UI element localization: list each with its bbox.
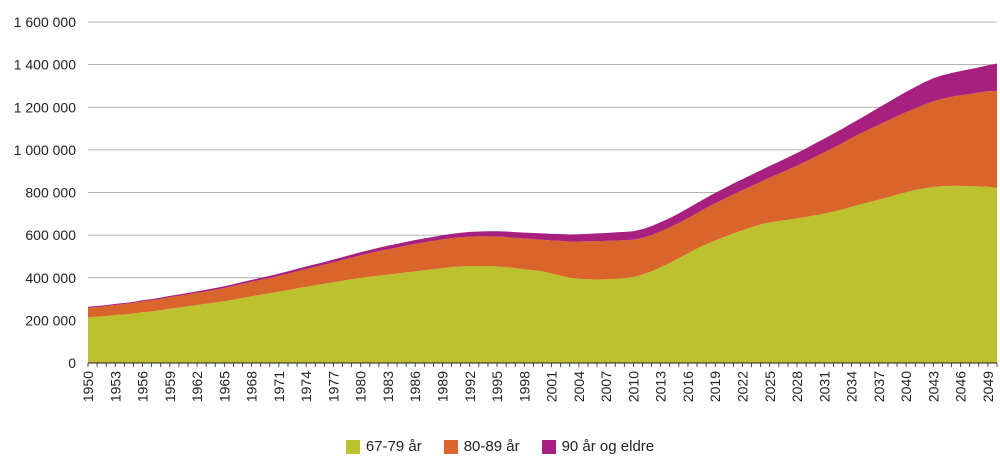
x-tick-label: 1971 [271,371,287,402]
legend-swatch [345,439,360,454]
x-tick-label: 1965 [216,371,232,402]
x-tick-label: 2010 [625,371,641,402]
legend-item-1: 67-79 år [345,438,422,455]
legend-swatch [443,439,458,454]
x-tick-label: 2040 [898,371,914,402]
x-tick-label: 2046 [953,371,969,402]
x-tick-label: 1992 [462,371,478,402]
legend-label: 90 år og eldre [561,438,655,455]
y-tick-label: 1 200 000 [14,99,76,115]
x-tick-label: 1974 [298,371,314,402]
x-tick-label: 2016 [680,371,696,402]
x-tick-label: 2001 [544,371,560,402]
x-tick-label: 2028 [789,371,805,402]
legend-label: 80-89 år [463,438,520,455]
x-tick-label: 2037 [871,371,887,402]
x-tick-label: 2031 [816,371,832,402]
x-tick-label: 2034 [844,371,860,402]
legend-item-3: 90 år og eldre [541,438,655,455]
x-tick-label: 1953 [107,371,123,402]
area-series-1 [88,185,997,363]
y-tick-label: 400 000 [25,270,76,286]
x-tick-label: 1950 [80,371,96,402]
x-tick-label: 1980 [353,371,369,402]
area-series-2 [88,90,997,318]
legend-item-2: 80-89 år [443,438,520,455]
x-tick-label: 2043 [925,371,941,402]
x-tick-label: 2013 [653,371,669,402]
x-tick-label: 2004 [571,371,587,402]
x-tick-label: 2022 [734,371,750,402]
y-tick-label: 1 600 000 [14,14,76,30]
y-tick-label: 800 000 [25,185,76,201]
legend-label: 67-79 år [365,438,422,455]
x-tick-label: 2007 [598,371,614,402]
x-tick-label: 1968 [244,371,260,402]
x-tick-label: 1995 [489,371,505,402]
x-tick-label: 2025 [762,371,778,402]
x-tick-label: 1983 [380,371,396,402]
legend-swatch [541,439,556,454]
x-tick-label: 1977 [325,371,341,402]
x-tick-label: 1989 [435,371,451,402]
legend: 67-79 år 80-89 år 90 år og eldre [0,438,1000,455]
x-tick-label: 1956 [135,371,151,402]
x-tick-label: 2019 [707,371,723,402]
x-tick-label: 2049 [980,371,996,402]
y-tick-label: 0 [68,355,76,371]
y-tick-label: 200 000 [25,312,76,328]
axes: 0 200 000 400 000 600 000 800 000 1 000 000 1 … [14,14,998,402]
area-series [88,63,997,363]
x-tick-label: 1998 [516,371,532,402]
x-tick-label: 1962 [189,371,205,402]
x-tick-label: 1986 [407,371,423,402]
y-tick-label: 1 400 000 [14,57,76,73]
y-tick-label: 600 000 [25,227,76,243]
x-tick-label: 1959 [162,371,178,402]
y-tick-label: 1 000 000 [14,142,76,158]
